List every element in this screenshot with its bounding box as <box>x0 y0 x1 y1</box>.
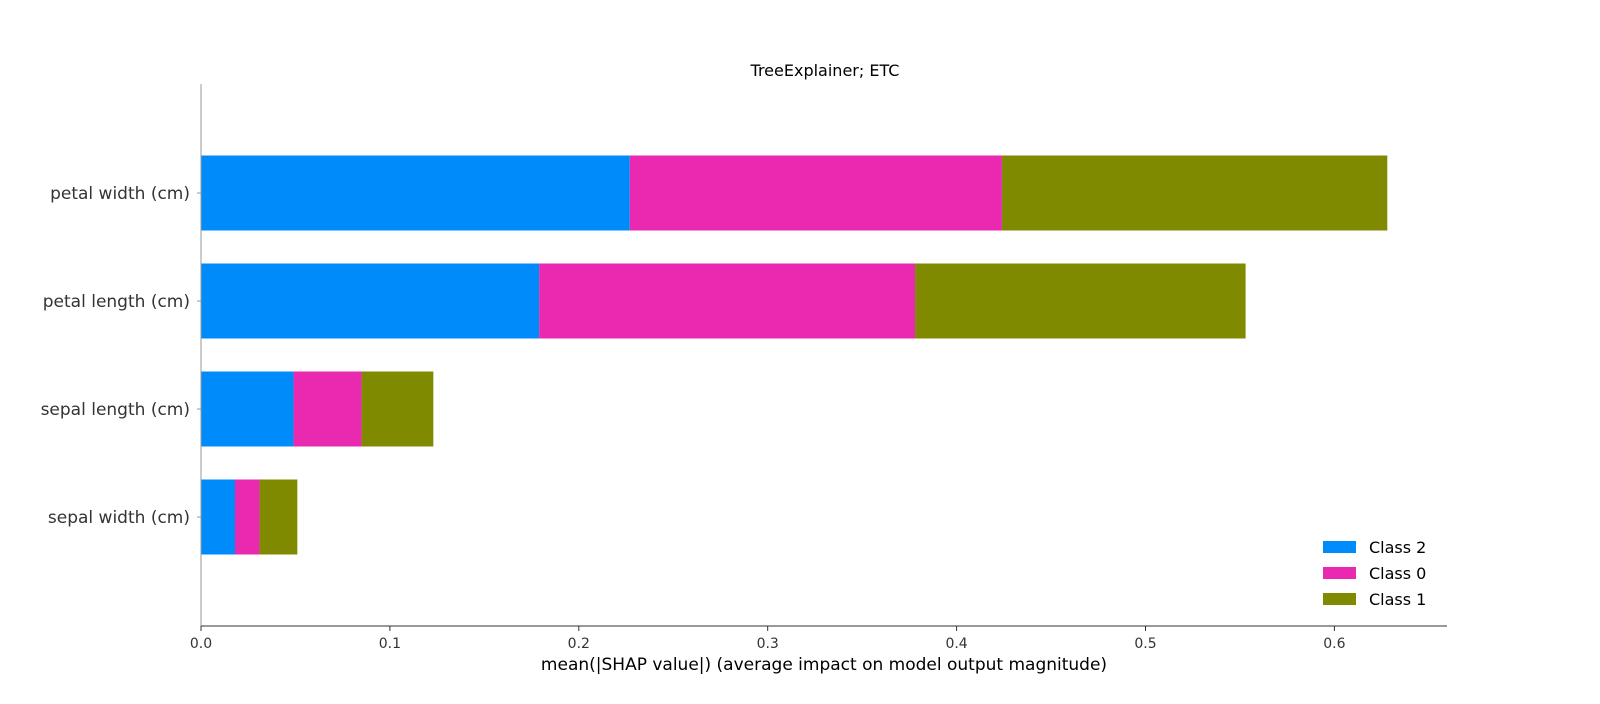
legend-swatch <box>1323 567 1356 579</box>
x-tick-label: 0.1 <box>379 636 401 652</box>
legend-label: Class 0 <box>1369 564 1426 583</box>
x-tick-label: 0.0 <box>190 636 212 652</box>
bar-segment-class-2 <box>201 263 540 339</box>
bar-segment-class-0 <box>629 155 1002 231</box>
category-label: sepal length (cm) <box>41 400 190 420</box>
category-label: sepal width (cm) <box>48 508 190 528</box>
x-tick-label: 0.3 <box>757 636 779 652</box>
legend-label: Class 2 <box>1369 538 1426 557</box>
legend-swatch <box>1323 593 1356 605</box>
legend: Class 2 Class 0 Class 1 <box>1323 538 1426 609</box>
x-tick-label: 0.2 <box>568 636 590 652</box>
x-axis-label: mean(|SHAP value|) (average impact on mo… <box>541 655 1107 675</box>
chart-title: TreeExplainer; ETC <box>750 61 900 80</box>
legend-label: Class 1 <box>1369 590 1426 609</box>
bar-segment-class-0 <box>235 479 260 555</box>
bar-segment-class-2 <box>201 371 294 447</box>
x-tick-label: 0.6 <box>1323 636 1345 652</box>
category-labels: petal width (cm) petal length (cm) sepal l… <box>41 184 201 528</box>
x-tick-label: 0.5 <box>1134 636 1156 652</box>
bar-segment-class-1 <box>915 263 1246 339</box>
bar-segment-class-1 <box>259 479 298 555</box>
bar-segment-class-2 <box>201 155 630 231</box>
bar-segment-class-0 <box>539 263 916 339</box>
bar-segment-class-0 <box>293 371 362 447</box>
bar-segment-class-2 <box>201 479 235 555</box>
bar-segment-class-1 <box>361 371 434 447</box>
bars-layer <box>201 155 1388 555</box>
bar-segment-class-1 <box>1001 155 1388 231</box>
legend-swatch <box>1323 541 1356 553</box>
x-tick-label: 0.4 <box>945 636 967 652</box>
category-label: petal width (cm) <box>50 184 190 204</box>
x-axis-ticks: 0.0 0.1 0.2 0.3 0.4 0.5 0.6 <box>190 626 1346 652</box>
category-label: petal length (cm) <box>43 292 190 312</box>
